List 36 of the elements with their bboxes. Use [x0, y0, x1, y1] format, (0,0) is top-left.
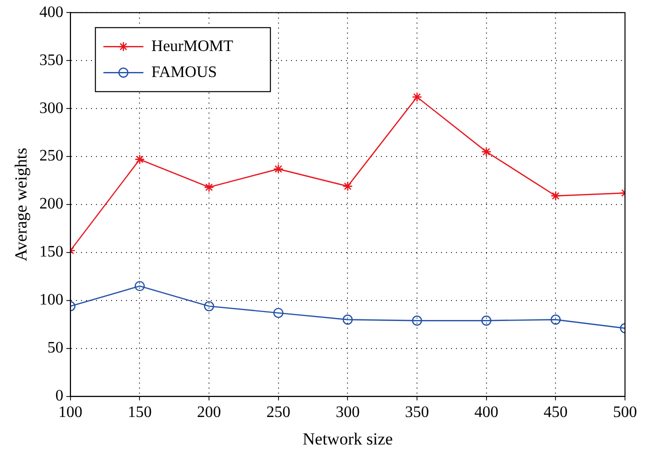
- x-axis-title: Network size: [302, 429, 393, 448]
- x-tick-label: 100: [58, 404, 82, 422]
- point: [550, 190, 561, 201]
- point: [204, 301, 214, 312]
- y-tick-label: 0: [55, 388, 64, 405]
- x-tick-label: 400: [474, 404, 498, 422]
- point: [273, 308, 284, 318]
- point: [342, 181, 353, 192]
- legend-label: FAMOUS: [151, 64, 217, 81]
- point: [134, 154, 145, 165]
- point: [412, 92, 422, 102]
- y-tick-label: 350: [39, 52, 64, 69]
- point: [550, 314, 561, 325]
- y-tick-label: 400: [39, 4, 64, 21]
- x-tick-label: 500: [613, 404, 637, 422]
- point: [273, 164, 284, 174]
- legend-label: HeurMOMT: [151, 38, 234, 55]
- point: [481, 146, 492, 157]
- y-tick-label: 100: [39, 292, 64, 309]
- point: [342, 314, 353, 325]
- y-tick-label: 200: [39, 196, 64, 213]
- y-tick-label: 250: [39, 148, 64, 165]
- point: [412, 316, 422, 326]
- x-tick-label: 350: [405, 404, 430, 422]
- y-tick-label: 50: [47, 340, 64, 357]
- y-axis-title: Average weights: [12, 148, 31, 262]
- point: [481, 316, 492, 326]
- point: [204, 182, 214, 192]
- y-tick-label: 300: [39, 100, 64, 117]
- x-tick-label: 450: [544, 404, 568, 422]
- y-tick-label: 150: [39, 244, 64, 261]
- x-tick-label: 300: [336, 404, 360, 422]
- point: [134, 280, 145, 292]
- x-tick-label: 150: [128, 404, 152, 422]
- x-tick-label: 200: [197, 404, 222, 422]
- x-tick-label: 250: [266, 404, 290, 422]
